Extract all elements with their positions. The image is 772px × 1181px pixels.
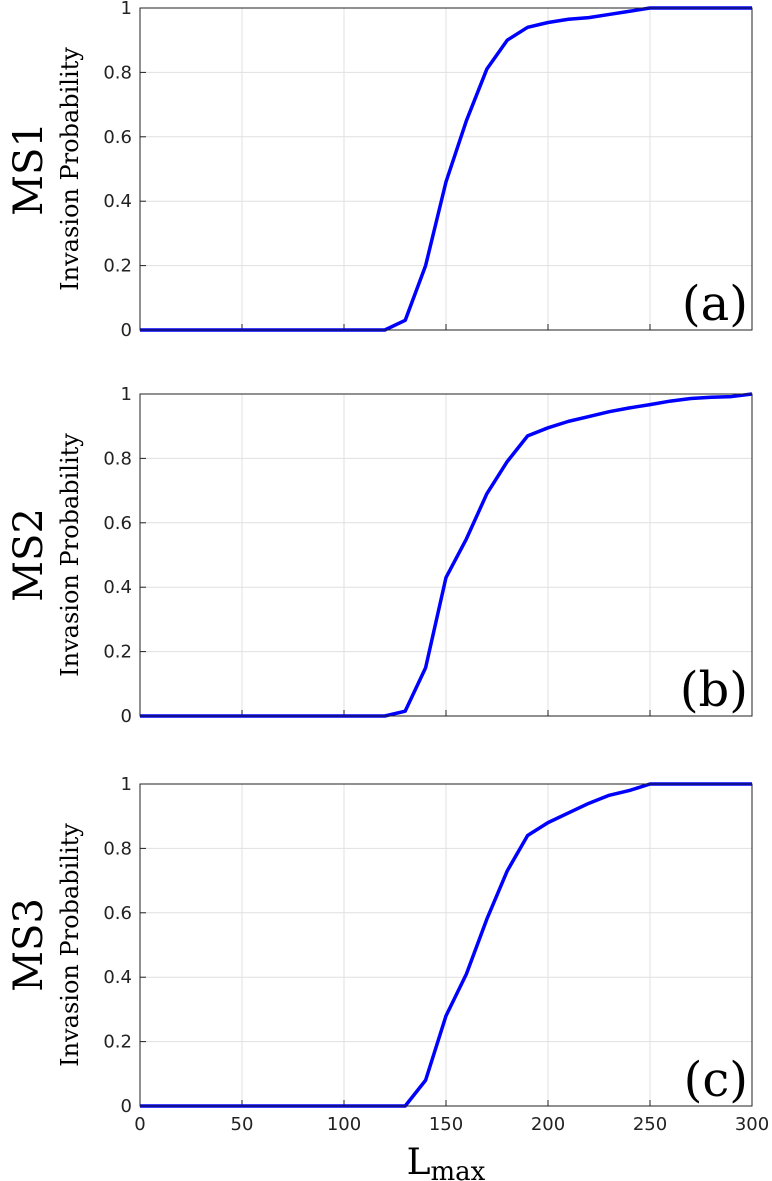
row-label: MS1 [6, 122, 52, 216]
y-tick-label: 0.8 [103, 62, 132, 83]
y-tick-label: 0.4 [103, 577, 132, 598]
x-tick-label: 100 [327, 1114, 361, 1135]
y-tick-label: 1 [121, 774, 132, 795]
x-tick-label: 0 [134, 1114, 145, 1135]
y-tick-label: 0.4 [103, 967, 132, 988]
y-tick-label: 1 [121, 0, 132, 19]
x-tick-label: 50 [231, 1114, 254, 1135]
y-tick-label: 1 [121, 384, 132, 405]
x-tick-label: 150 [429, 1114, 463, 1135]
y-tick-label: 0.8 [103, 448, 132, 469]
y-tick-label: 0.6 [103, 513, 132, 534]
plot-frame [139, 783, 753, 1107]
y-axis-label: Invasion Probability [56, 47, 84, 291]
x-tick-label: 300 [735, 1114, 769, 1135]
panel-label: (a) [682, 276, 748, 332]
row-label: MS2 [6, 508, 52, 602]
y-tick-label: 0.6 [103, 903, 132, 924]
x-tick-label: 250 [633, 1114, 667, 1135]
x-axis-label: Lmax [407, 1142, 486, 1181]
y-tick-label: 0 [121, 320, 132, 341]
panel-label: (b) [680, 662, 748, 718]
y-tick-label: 0 [121, 1096, 132, 1117]
row-label: MS3 [6, 898, 52, 992]
panel-label: (c) [684, 1052, 748, 1108]
y-tick-label: 0.8 [103, 838, 132, 859]
y-tick-label: 0.4 [103, 191, 132, 212]
y-tick-label: 0.6 [103, 127, 132, 148]
plot-frame [139, 393, 753, 717]
x-tick-label: 200 [531, 1114, 565, 1135]
y-tick-label: 0.2 [103, 256, 132, 277]
x-axis-label-subscript: max [431, 1157, 486, 1181]
y-tick-label: 0.2 [103, 642, 132, 663]
y-axis-label: Invasion Probability [56, 433, 84, 677]
plot-frame [139, 7, 753, 331]
y-axis-label: Invasion Probability [56, 823, 84, 1067]
x-axis-label-main: L [407, 1142, 431, 1181]
y-tick-label: 0.2 [103, 1032, 132, 1053]
y-tick-label: 0 [121, 706, 132, 727]
